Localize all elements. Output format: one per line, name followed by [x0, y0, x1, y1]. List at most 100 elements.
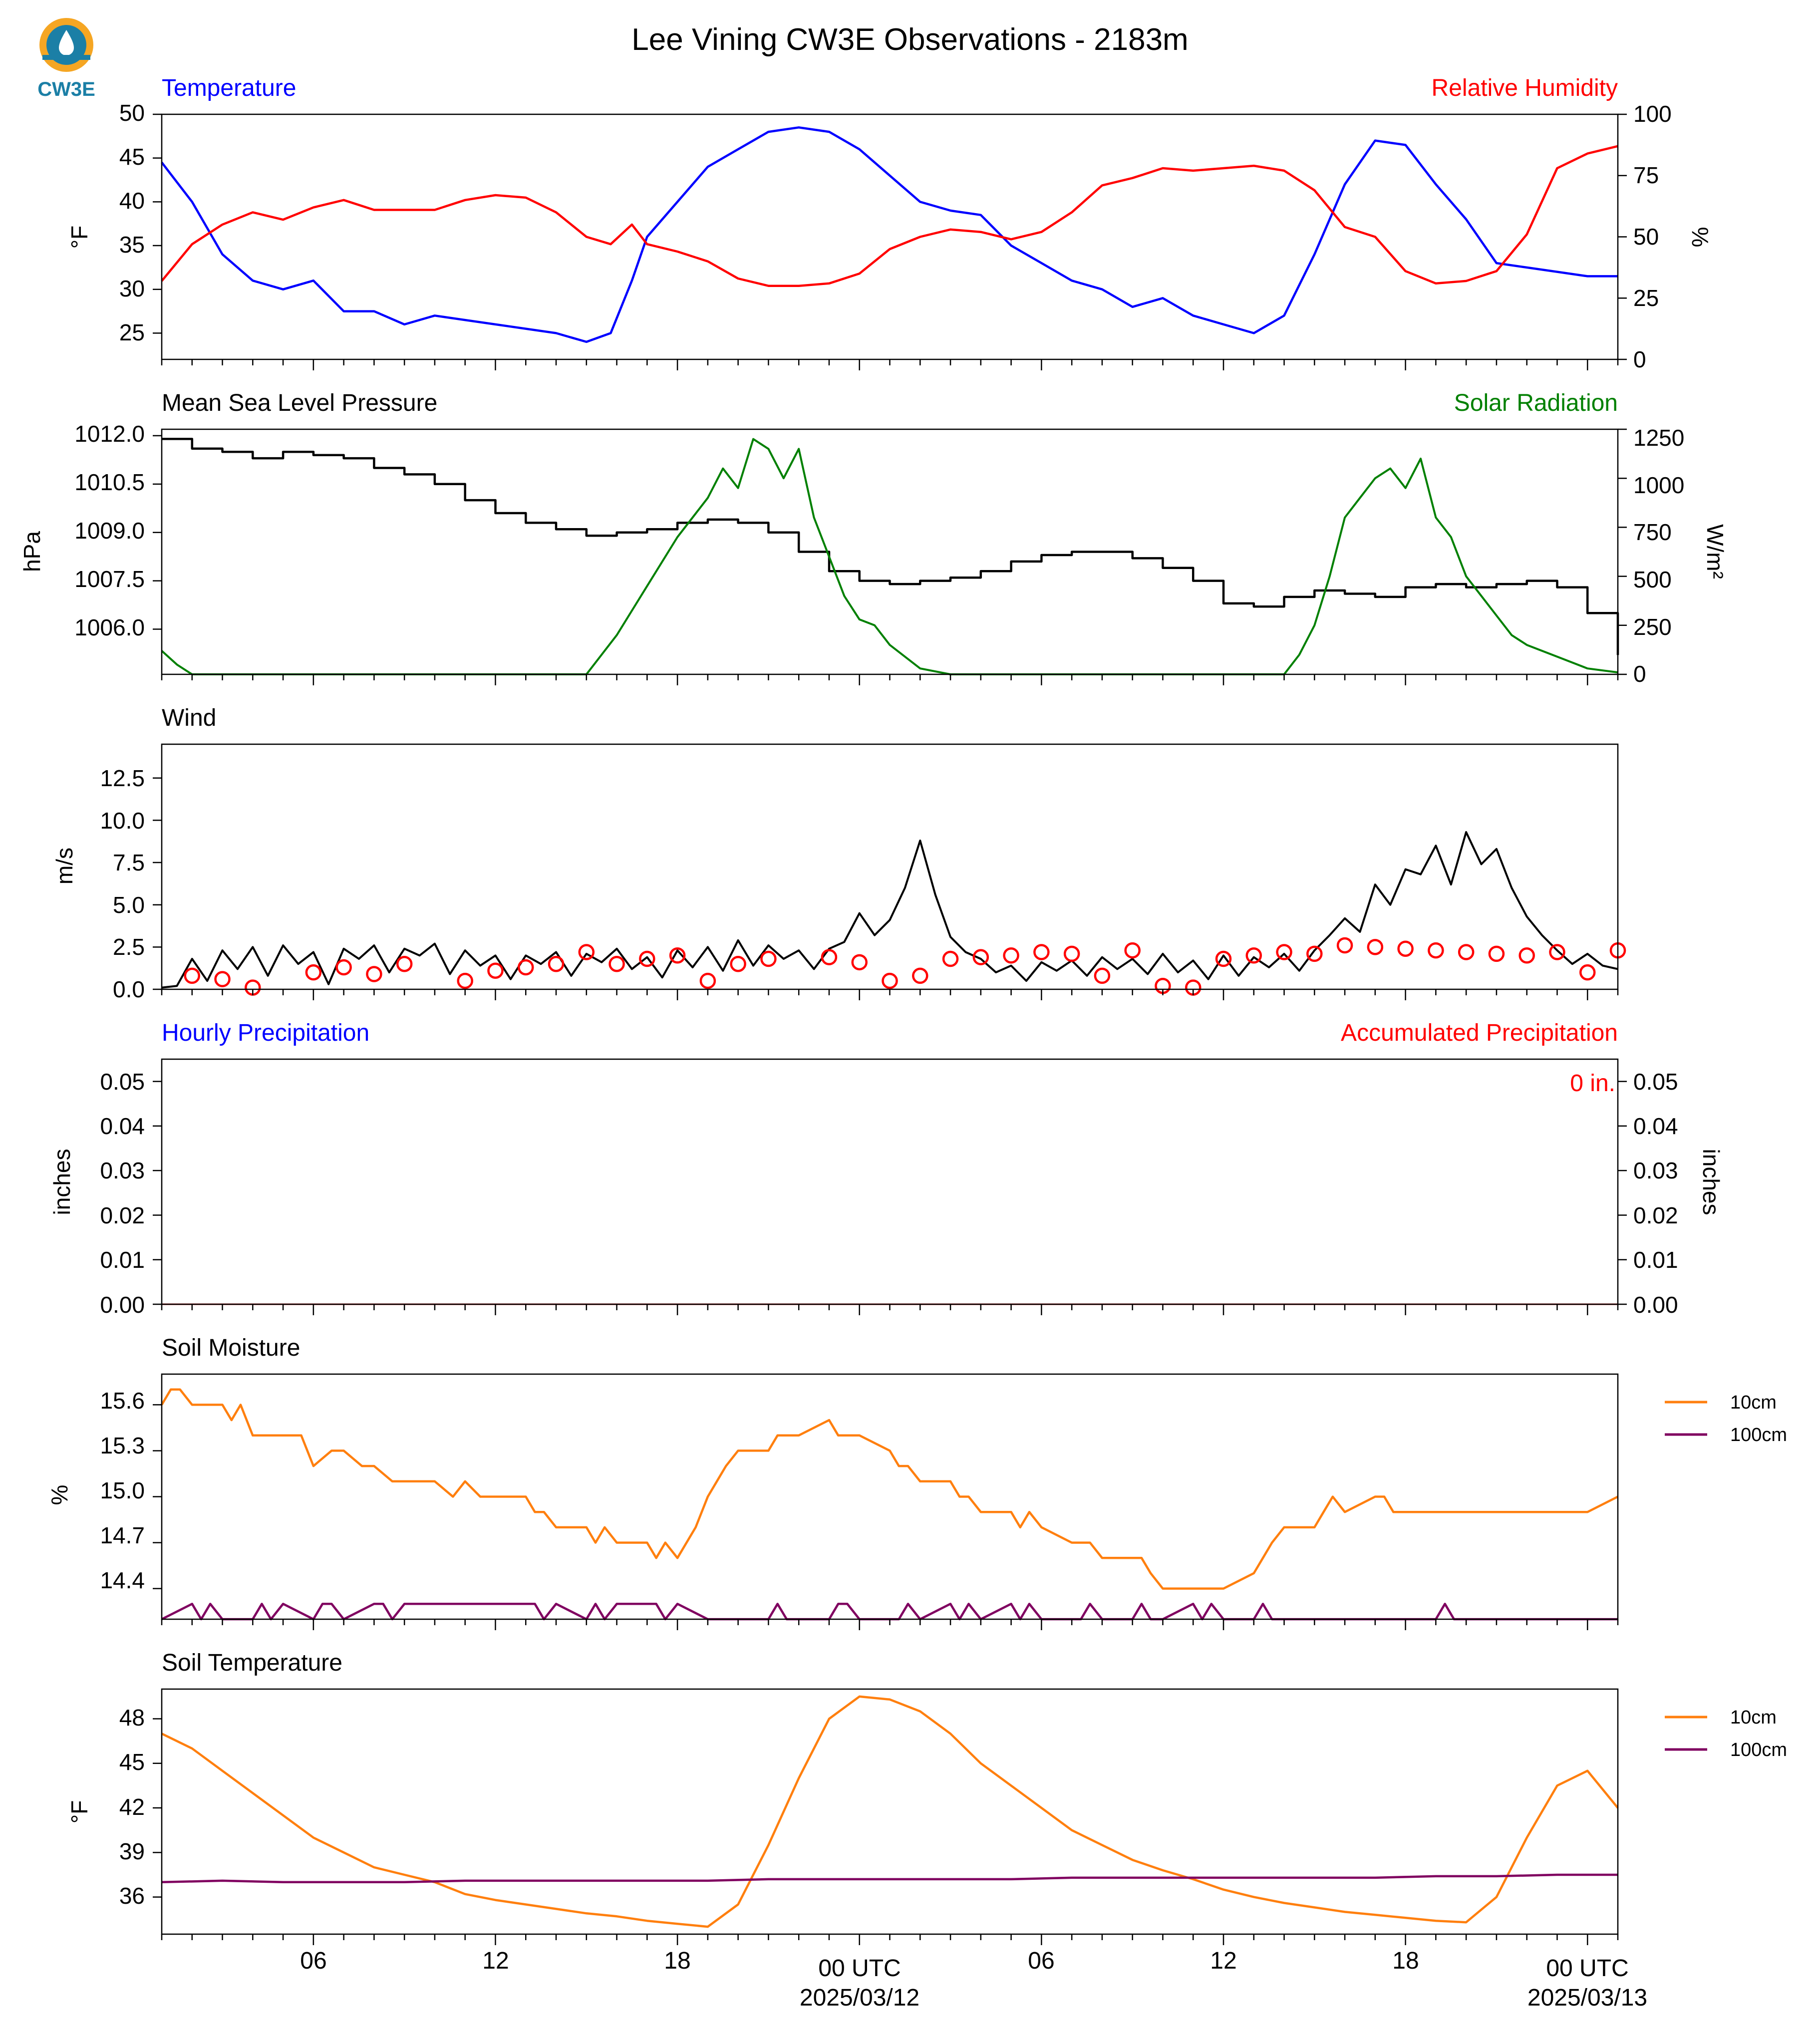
wind-barb [1124, 942, 1141, 959]
pressure-tick: 1006.0 [74, 614, 145, 640]
left-axis-ticks [153, 1081, 162, 1305]
wind-tick: 12.5 [100, 765, 145, 791]
soil-temperature-ticks: 36 39 42 45 48 [119, 1705, 145, 1909]
temperature-tick: 35 [119, 232, 145, 258]
wind-barb [1579, 964, 1596, 981]
wind-ticks: 0.0 2.5 5.0 7.5 10.0 12.5 [100, 765, 145, 1002]
time-tick-label: 00 UTC [818, 1955, 901, 1982]
temperature-tick: 25 [119, 319, 145, 345]
panel-frame [161, 428, 1619, 675]
wind-barb [548, 955, 565, 972]
wind-barb [518, 959, 534, 976]
soil-temperature-100cm-line [161, 1873, 1618, 1884]
temperature-tick: 40 [119, 188, 145, 214]
legend-label-100cm: 100cm [1730, 1739, 1787, 1760]
wind-tick: 0.0 [113, 976, 145, 1002]
time-tick-label: 06 [1028, 1948, 1054, 1974]
wind-barb [1033, 944, 1050, 960]
right-axis-ticks [1618, 113, 1627, 360]
accum-precip-tick: 0.04 [1633, 1113, 1678, 1139]
wind-barb [335, 959, 352, 976]
panel-wind: Wind 0.0 2.5 5.0 7.5 10.0 12.5 m/s [51, 705, 1626, 1002]
pressure-tick: 1012.0 [74, 421, 145, 447]
wind-barb [396, 955, 413, 972]
panel-pressure-solar: Mean Sea Level Pressure Solar Radiation … [19, 390, 1728, 687]
cw3e-logo: CW3E [37, 18, 95, 100]
time-axis: 06 12 18 00 UTC 06 12 18 00 UTC 2025/03/… [300, 1948, 1647, 2011]
hourly-precip-tick: 0.04 [100, 1113, 145, 1139]
panel-frame [161, 743, 1619, 990]
temperature-ticks: 25 30 35 40 45 50 [119, 100, 145, 345]
accum-precip-tick: 0.01 [1633, 1247, 1678, 1273]
pressure-line [162, 438, 1619, 655]
date-label: 2025/03/13 [1527, 1985, 1647, 2011]
wind-barb [1458, 944, 1475, 960]
wind-barb [487, 962, 504, 979]
accum-precip-tick: 0.02 [1633, 1202, 1678, 1228]
wind-barb [669, 947, 686, 964]
panel-temperature-humidity: Temperature Relative Humidity 25 30 35 4… [66, 75, 1713, 372]
humidity-ticks: 0 25 50 75 100 [1633, 101, 1672, 372]
solar-tick: 0 [1633, 661, 1646, 687]
humidity-tick: 75 [1633, 162, 1659, 188]
hourly-precip-tick: 0.02 [100, 1202, 145, 1228]
soil-temperature-tick: 45 [119, 1749, 145, 1775]
wind-barb [760, 950, 777, 967]
hourly-precip-tick: 0.01 [100, 1247, 145, 1273]
wind-barb [1003, 947, 1019, 964]
temperature-unit: °F [66, 226, 92, 249]
temperature-title: Temperature [162, 75, 296, 101]
soil-temperature-legend: 10cm 100cm [1665, 1707, 1787, 1760]
solar-radiation-line [161, 438, 1618, 675]
hourly-precip-tick: 0.00 [100, 1292, 145, 1318]
soil-moisture-100cm-line [161, 1603, 1618, 1621]
soil-moisture-unit: % [46, 1485, 72, 1505]
left-axis-ticks [153, 1718, 162, 1898]
panel-frame [161, 1058, 1619, 1305]
wind-tick: 10.0 [100, 808, 145, 834]
wind-barb [1518, 947, 1535, 964]
wind-barb [1367, 939, 1384, 955]
solar-tick: 1000 [1633, 472, 1684, 498]
pressure-tick: 1009.0 [74, 518, 145, 544]
legend-label-10cm: 10cm [1730, 1707, 1777, 1728]
hourly-precip-unit: inches [49, 1149, 75, 1215]
pressure-ticks: 1006.0 1007.5 1009.0 1010.5 1012.0 [74, 421, 145, 640]
wind-barb [972, 949, 989, 965]
wind-unit: m/s [51, 848, 77, 884]
wind-barb [912, 967, 928, 984]
wind-barb [1549, 944, 1565, 960]
panel-soil-moisture: Soil Moisture 14.4 14.7 15.0 15.3 15.6 %… [46, 1335, 1787, 1630]
solar-unit: W/m² [1702, 524, 1728, 579]
wind-barb [457, 972, 473, 989]
wind-barb [608, 955, 625, 972]
time-ticks [161, 359, 1619, 370]
wind-barb [851, 954, 868, 971]
right-axis-ticks [1618, 428, 1627, 675]
time-tick-label: 00 UTC [1546, 1955, 1628, 1982]
right-axis-ticks [1618, 1081, 1627, 1305]
wind-barb [1276, 944, 1292, 960]
wind-barb [1215, 950, 1232, 967]
panel-soil-temperature: Soil Temperature 36 39 42 45 48 °F 10cm … [66, 1650, 1787, 1945]
accum-precip-tick: 0.05 [1633, 1069, 1678, 1095]
humidity-unit: % [1687, 227, 1713, 248]
solar-tick: 1250 [1633, 425, 1684, 451]
solar-tick: 500 [1633, 567, 1672, 592]
soil-moisture-title: Soil Moisture [162, 1335, 300, 1361]
panel-frame [161, 113, 1619, 360]
left-axis-ticks [153, 777, 162, 990]
humidity-tick: 0 [1633, 346, 1646, 372]
wind-barb [730, 955, 746, 972]
wind-barb [1094, 967, 1111, 984]
pressure-unit: hPa [19, 531, 45, 572]
hourly-precip-tick: 0.05 [100, 1069, 145, 1095]
solar-tick: 250 [1633, 614, 1672, 640]
wind-barb [578, 944, 595, 960]
soil-temperature-unit: °F [66, 1800, 92, 1824]
humidity-line [161, 145, 1618, 287]
time-tick-label: 18 [1392, 1948, 1419, 1974]
figure-title: Lee Vining CW3E Observations - 2183m [631, 22, 1188, 57]
date-label: 2025/03/12 [800, 1985, 919, 2011]
